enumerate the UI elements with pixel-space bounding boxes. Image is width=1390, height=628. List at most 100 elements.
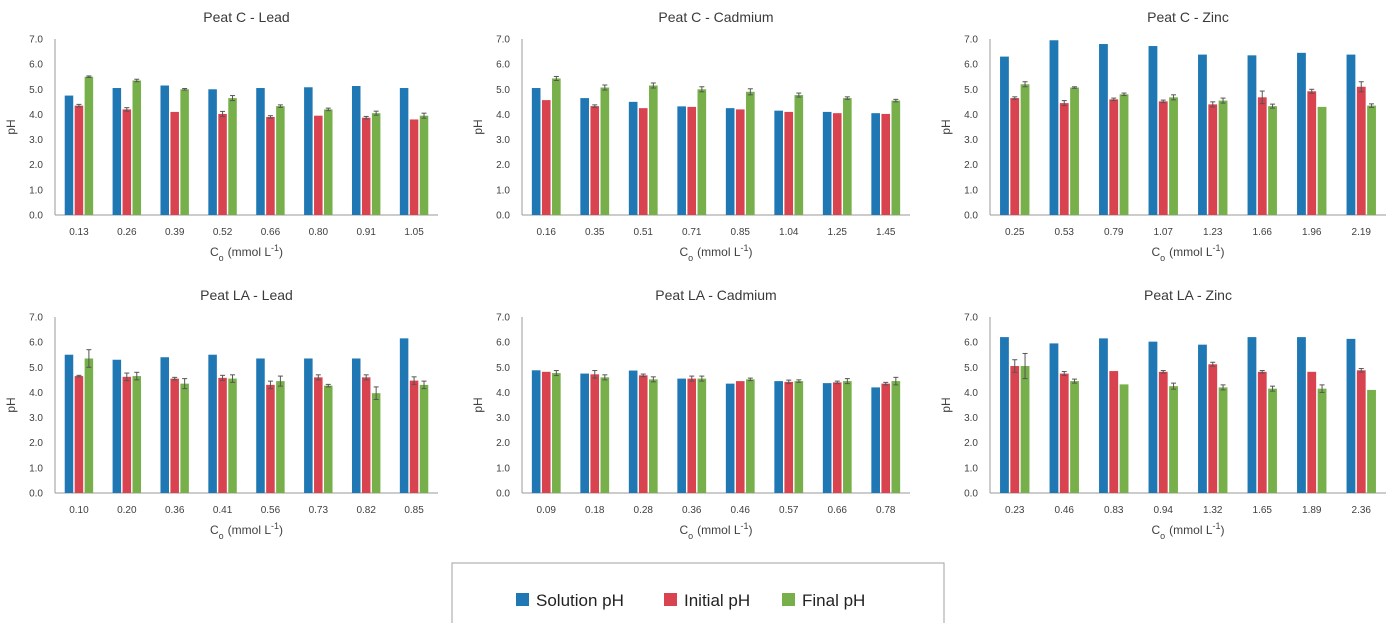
y-tick-label: 2.0 <box>496 438 510 449</box>
x-axis-label-part: (mmol L <box>1169 245 1213 259</box>
x-tick-label: 0.83 <box>1104 505 1124 516</box>
x-axis-label-part: o <box>1160 253 1165 263</box>
bar-final <box>600 87 610 215</box>
y-axis-label: pH <box>471 119 485 134</box>
bar-solution <box>1346 54 1356 216</box>
y-tick-label: 5.0 <box>496 85 510 96</box>
bar-solution <box>112 88 122 215</box>
bar-solution <box>822 383 832 493</box>
bar-final <box>794 381 804 493</box>
bar-final <box>746 91 755 215</box>
bar-final <box>1218 100 1228 215</box>
legend-label: Final pH <box>802 591 865 610</box>
y-axis-label: pH <box>4 119 18 134</box>
bar-solution <box>677 378 686 493</box>
bar-final <box>697 378 707 493</box>
bar-final <box>1020 84 1030 215</box>
x-axis-label-part: -1 <box>1213 521 1221 531</box>
bar-final <box>132 376 142 493</box>
bar-final <box>180 89 189 215</box>
y-tick-label: 0.0 <box>964 489 978 500</box>
bar-final <box>1070 381 1079 493</box>
y-axis-label: pH <box>4 397 18 412</box>
bar-solution <box>160 85 169 215</box>
y-tick-label: 0.0 <box>964 211 978 222</box>
x-tick-label: 0.73 <box>309 505 329 516</box>
y-tick-label: 4.0 <box>496 110 510 121</box>
bar-initial <box>361 377 371 493</box>
bar-final <box>600 377 610 493</box>
bar-final <box>1367 105 1376 215</box>
bar-final <box>697 89 707 215</box>
y-tick-label: 2.0 <box>496 160 510 171</box>
bar-final <box>180 383 189 493</box>
bar-solution <box>208 89 217 215</box>
bar-solution <box>304 358 313 493</box>
x-axis-label-part: -1 <box>741 243 749 253</box>
bar-solution <box>822 111 832 215</box>
x-tick-label: 0.10 <box>69 505 89 516</box>
x-tick-label: 0.39 <box>165 227 185 238</box>
x-tick-label: 0.13 <box>69 227 89 238</box>
chart-panel-1: Peat C - Lead 0.0 1.0 2.0 3.0 4.0 5.0 6.0 7.0 pH 0… <box>4 9 438 263</box>
x-axis-label-part: ) <box>1221 245 1225 259</box>
x-tick-label: 0.91 <box>356 227 376 238</box>
bar-final <box>1020 366 1030 493</box>
bar-final <box>891 381 901 493</box>
bar-initial <box>1356 86 1366 216</box>
bar-final <box>1268 388 1277 493</box>
y-tick-label: 1.0 <box>964 463 978 474</box>
bar-final <box>649 85 658 215</box>
chart-title: Peat LA - Cadmium <box>655 287 776 303</box>
bar-initial <box>409 119 419 215</box>
bar-initial <box>1109 99 1119 215</box>
bar-final <box>746 379 755 493</box>
bar-solution <box>1148 341 1158 493</box>
x-tick-label: 1.07 <box>1154 227 1174 238</box>
x-axis-label-part: (mmol L <box>697 245 741 259</box>
x-tick-label: 1.45 <box>876 227 896 238</box>
y-tick-label: 1.0 <box>964 185 978 196</box>
y-tick-label: 7.0 <box>496 313 510 324</box>
bar-initial <box>1307 91 1317 215</box>
bar-solution <box>1247 55 1257 216</box>
x-axis-label-part: ) <box>279 245 283 259</box>
bar-solution <box>1346 338 1356 493</box>
x-tick-label: 0.85 <box>404 505 424 516</box>
bar-solution <box>1198 344 1207 493</box>
legend-frame <box>451 562 945 628</box>
bar-initial <box>1257 97 1267 215</box>
bar-solution <box>351 358 361 493</box>
bar-solution <box>677 106 686 215</box>
bar-final <box>552 78 561 215</box>
chart-title: Peat C - Zinc <box>1147 9 1229 25</box>
x-tick-label: 2.36 <box>1352 505 1372 516</box>
x-tick-label: 0.35 <box>585 227 605 238</box>
bar-initial <box>1208 104 1218 215</box>
bar-solution <box>256 88 265 215</box>
y-tick-label: 6.0 <box>964 338 978 349</box>
x-tick-label: 0.36 <box>682 505 702 516</box>
y-tick-label: 2.0 <box>29 438 43 449</box>
x-axis-label-part: -1 <box>741 521 749 531</box>
legend-swatch <box>664 593 677 606</box>
bar-initial <box>638 375 648 493</box>
x-tick-label: 0.28 <box>634 505 654 516</box>
bar-final <box>84 76 94 216</box>
x-tick-label: 0.79 <box>1104 227 1124 238</box>
bar-solution <box>399 88 409 215</box>
bar-final <box>419 384 429 493</box>
bar-solution <box>1148 46 1158 215</box>
y-tick-label: 4.0 <box>496 388 510 399</box>
x-tick-label: 0.09 <box>537 505 557 516</box>
bar-final <box>891 100 901 215</box>
x-axis-label-part: C <box>1151 245 1160 259</box>
x-tick-label: 1.66 <box>1253 227 1273 238</box>
x-axis-label-part: (mmol L <box>228 523 272 537</box>
bar-final <box>228 378 237 493</box>
y-tick-label: 6.0 <box>964 60 978 71</box>
bar-solution <box>64 95 74 215</box>
y-tick-label: 4.0 <box>29 388 43 399</box>
chart-title: Peat LA - Zinc <box>1144 287 1232 303</box>
bar-final <box>1169 97 1178 215</box>
